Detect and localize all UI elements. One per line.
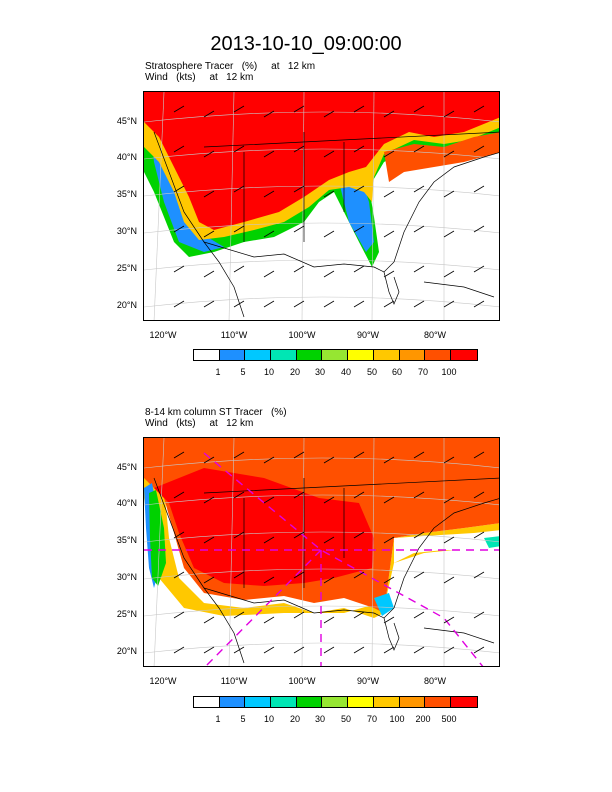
panel2-lat-label: 45°N: [116, 462, 137, 472]
colorbar-swatch: [296, 697, 323, 707]
colorbar-label: 20: [289, 714, 300, 724]
colorbar-swatch: [373, 697, 400, 707]
panel2-map: [143, 437, 500, 667]
panel2-title: 8-14 km column ST Tracer (%) Wind (kts) …: [145, 407, 287, 429]
panel2-tracer-green: [149, 490, 166, 586]
panel2-lat-label: 20°N: [116, 646, 137, 656]
panel1-lon-label: 80°W: [423, 330, 447, 340]
panel2-lon-label: 90°W: [356, 676, 380, 686]
panel2-lon-label: 110°W: [220, 676, 248, 686]
panel2-wind-barbs: [173, 451, 485, 654]
panel1-lat-label: 30°N: [116, 226, 137, 236]
colorbar-label: 70: [417, 367, 428, 377]
colorbar-swatch: [271, 350, 297, 360]
panel1-lon-label: 100°W: [288, 330, 316, 340]
colorbar-label: 5: [240, 367, 246, 377]
panel2-tracer-cyan-gulf: [374, 593, 394, 616]
panel2-magenta-cross-section: [144, 452, 499, 666]
panel1-lat-label: 35°N: [116, 189, 137, 199]
colorbar-label: 30: [314, 367, 325, 377]
panel2-lon-label: 120°W: [149, 676, 177, 686]
panel2-lon-label: 80°W: [423, 676, 447, 686]
panel2-graticule: [144, 438, 499, 666]
colorbar-label: 70: [366, 714, 377, 724]
colorbar-label: 1: [215, 367, 221, 377]
colorbar-swatch: [425, 697, 451, 707]
colorbar-swatch: [219, 350, 246, 360]
panel2-tracer-white-east: [394, 530, 499, 563]
panel1-lat-label: 40°N: [116, 152, 137, 162]
panel2-boundaries: [153, 477, 499, 664]
panel2-lat-label: 40°N: [116, 498, 137, 508]
colorbar-label: 50: [340, 714, 351, 724]
colorbar-swatch: [425, 350, 451, 360]
colorbar-swatch: [322, 350, 349, 360]
panel1-lat-label: 20°N: [116, 300, 137, 310]
colorbar-swatch: [245, 350, 272, 360]
panel2-lat-label: 35°N: [116, 535, 137, 545]
panel1-colorbar: [193, 349, 478, 361]
panel1-map: [143, 91, 500, 321]
colorbar-label: 5: [240, 714, 246, 724]
colorbar-label: 30: [314, 714, 325, 724]
colorbar-swatch: [245, 697, 272, 707]
panel1-lon-label: 90°W: [356, 330, 380, 340]
panel1-lon-label: 120°W: [149, 330, 177, 340]
colorbar-label: 100: [389, 714, 405, 724]
panel1-lat-label: 25°N: [116, 263, 137, 273]
panel2-lat-label: 25°N: [116, 609, 137, 619]
panel1-lon-label: 110°W: [220, 330, 248, 340]
panel2-tracer-cyan-east: [484, 536, 499, 548]
colorbar-swatch: [296, 350, 323, 360]
colorbar-label: 40: [340, 367, 351, 377]
colorbar-label: 100: [441, 367, 457, 377]
panel2-lon-label: 100°W: [288, 676, 316, 686]
panel1-tracer-orange-south: [384, 132, 499, 182]
colorbar-swatch: [194, 697, 220, 707]
colorbar-label: 200: [415, 714, 431, 724]
panel1-title: Stratosphere Tracer (%) at 12 km Wind (k…: [145, 61, 316, 83]
colorbar-swatch: [399, 697, 426, 707]
panel1-lat-label: 45°N: [116, 116, 137, 126]
colorbar-swatch: [219, 697, 246, 707]
colorbar-swatch: [348, 350, 374, 360]
panel1-wind-barbs: [173, 105, 485, 308]
colorbar-label: 1: [215, 714, 221, 724]
colorbar-swatch: [450, 697, 477, 707]
colorbar-swatch: [450, 350, 477, 360]
panel1-boundaries: [153, 131, 499, 318]
figure-title: 2013-10-10_09:00:00: [210, 33, 402, 55]
colorbar-swatch: [399, 350, 426, 360]
panel2-colorbar: [193, 696, 478, 708]
colorbar-swatch: [271, 697, 297, 707]
colorbar-label: 60: [391, 367, 402, 377]
colorbar-swatch: [348, 697, 374, 707]
colorbar-label: 20: [289, 367, 300, 377]
colorbar-swatch: [322, 697, 349, 707]
panel1-map-svg: [144, 92, 499, 320]
colorbar-label: 10: [263, 714, 274, 724]
colorbar-swatch: [373, 350, 400, 360]
colorbar-label: 500: [441, 714, 457, 724]
panel1-tracer-red: [144, 92, 499, 230]
panel2-map-svg: [144, 438, 499, 666]
panel2-lat-label: 30°N: [116, 572, 137, 582]
panel2-tracer-red: [154, 468, 374, 586]
colorbar-label: 50: [366, 367, 377, 377]
colorbar-swatch: [194, 350, 220, 360]
colorbar-label: 10: [263, 367, 274, 377]
